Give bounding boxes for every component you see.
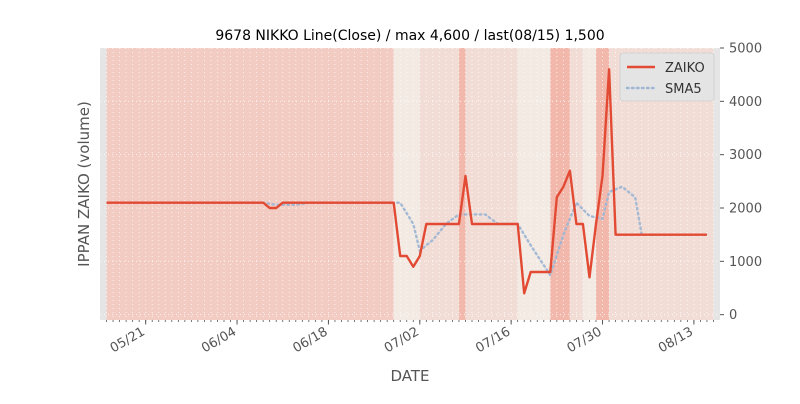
x-tick-label-0: 05/21 bbox=[108, 324, 148, 356]
y-axis: 0 1000 2000 3000 4000 5000 bbox=[720, 42, 762, 323]
x-tick-label-6: 08/13 bbox=[656, 324, 696, 356]
legend-label-zaiko: ZAIKO bbox=[665, 61, 705, 76]
x-axis-label: DATE bbox=[390, 367, 429, 385]
y-tick-label-5: 5000 bbox=[729, 42, 762, 57]
grid-lines bbox=[100, 47, 720, 320]
x-tick-label-1: 06/04 bbox=[199, 324, 239, 356]
legend: ZAIKO SMA5 bbox=[619, 52, 715, 102]
x-axis: 05/21 06/04 06/18 07/02 07/16 07/30 08/13 bbox=[106, 320, 714, 356]
legend-label-sma5: SMA5 bbox=[665, 82, 702, 97]
y-tick-label-2: 2000 bbox=[729, 202, 762, 217]
series-line-zaiko bbox=[106, 68, 707, 295]
y-tick-label-0: 0 bbox=[729, 308, 737, 323]
x-tick-label-3: 07/02 bbox=[382, 324, 422, 356]
band-7 bbox=[550, 48, 570, 320]
series-lines bbox=[106, 68, 709, 295]
x-tick-label-4: 07/16 bbox=[473, 324, 513, 356]
chart-title: 9678 NIKKO Line(Close) / max 4,600 / las… bbox=[215, 28, 604, 44]
y-tick-label-3: 3000 bbox=[729, 148, 762, 163]
y-tick-label-4: 4000 bbox=[729, 95, 762, 110]
y-axis-label: IPPAN ZAIKO (volume) bbox=[75, 101, 93, 267]
x-tick-label-5: 07/30 bbox=[565, 324, 605, 356]
band-4 bbox=[458, 48, 466, 320]
x-tick-label-2: 06/18 bbox=[290, 324, 330, 356]
y-tick-label-1: 1000 bbox=[729, 255, 762, 270]
